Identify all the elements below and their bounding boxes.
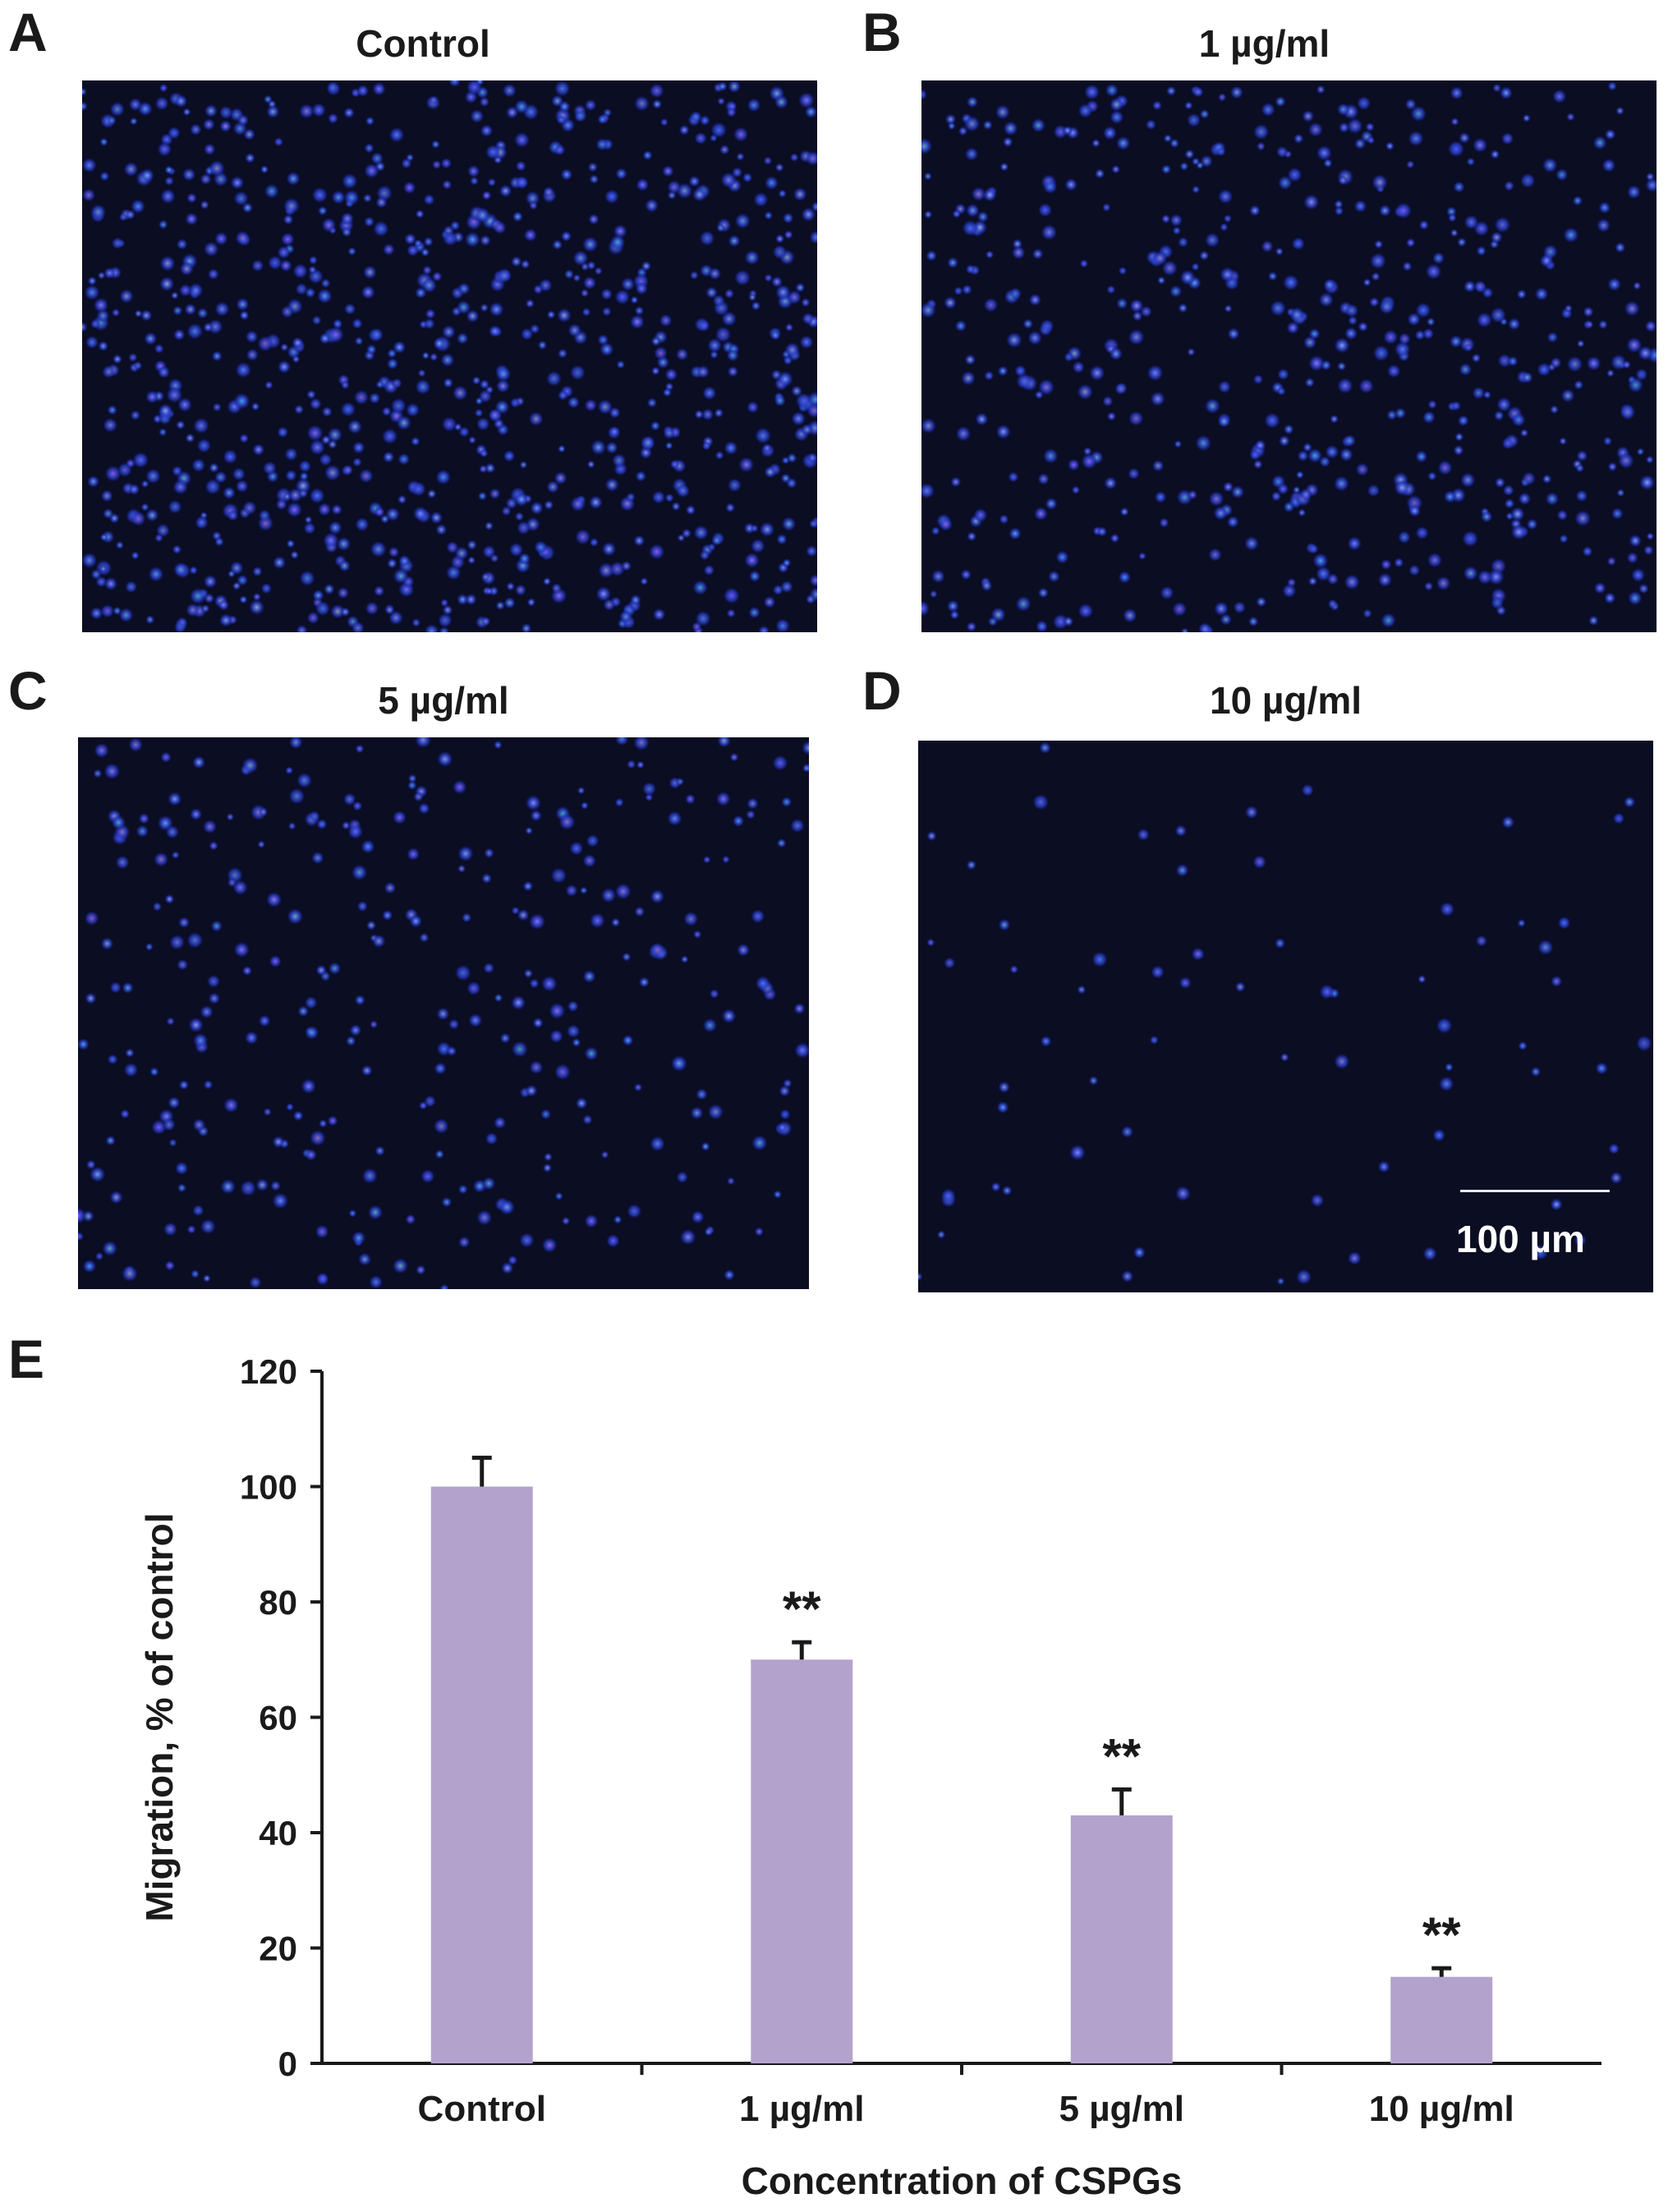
micrograph-control (82, 80, 817, 632)
scale-bar (1460, 1190, 1610, 1192)
x-tick-label: 5 µg/ml (1059, 2089, 1185, 2129)
significance-marker: ** (1422, 1907, 1461, 1962)
x-tick-label: 10 µg/ml (1369, 2089, 1514, 2129)
micrograph-10ug: 100 µm (918, 741, 1653, 1292)
bar (1070, 1815, 1173, 2063)
nuclei-layer-1ug (921, 80, 1657, 632)
scale-bar-label: 100 µm (1456, 1218, 1585, 1260)
micrograph-5ug (78, 737, 809, 1289)
significance-marker: ** (1102, 1728, 1141, 1783)
panel-letter-a: A (8, 2, 48, 62)
panel-title-1ug: 1 µg/ml (1198, 22, 1330, 65)
migration-bar-chart: 0 20 40 60 80 100 120 Migration, % of control Co… (138, 1352, 1601, 2202)
y-tick-label: 40 (259, 1814, 297, 1852)
y-tick-label: 0 (278, 2044, 297, 2083)
bar (751, 1659, 853, 2063)
panel-letter-d: D (862, 660, 902, 721)
bar (1390, 1976, 1493, 2063)
significance-marker: ** (783, 1581, 821, 1636)
x-axis-label: Concentration of CSPGs (742, 2159, 1183, 2202)
nuclei-layer-10ug (918, 741, 1653, 1292)
y-tick-label: 120 (240, 1352, 297, 1391)
bar (430, 1486, 533, 2063)
x-tick-label: 1 µg/ml (739, 2089, 865, 2129)
nuclei-layer-control (82, 80, 817, 632)
y-tick-label: 20 (259, 1930, 297, 1968)
y-tick-label: 100 (240, 1468, 297, 1507)
panel-letter-e: E (8, 1329, 45, 1389)
y-axis-label: Migration, % of control (138, 1512, 181, 1921)
panel-title-5ug: 5 µg/ml (378, 679, 509, 722)
x-tick-label: Control (418, 2089, 546, 2129)
panel-title-10ug: 10 µg/ml (1209, 679, 1362, 722)
y-tick-label: 60 (259, 1699, 297, 1737)
panel-letter-b: B (862, 2, 902, 62)
panel-title-control: Control (356, 22, 490, 65)
micrograph-1ug (921, 80, 1657, 632)
y-tick-label: 80 (259, 1583, 297, 1622)
panel-letter-c: C (8, 660, 48, 721)
nuclei-layer-5ug (78, 737, 809, 1289)
